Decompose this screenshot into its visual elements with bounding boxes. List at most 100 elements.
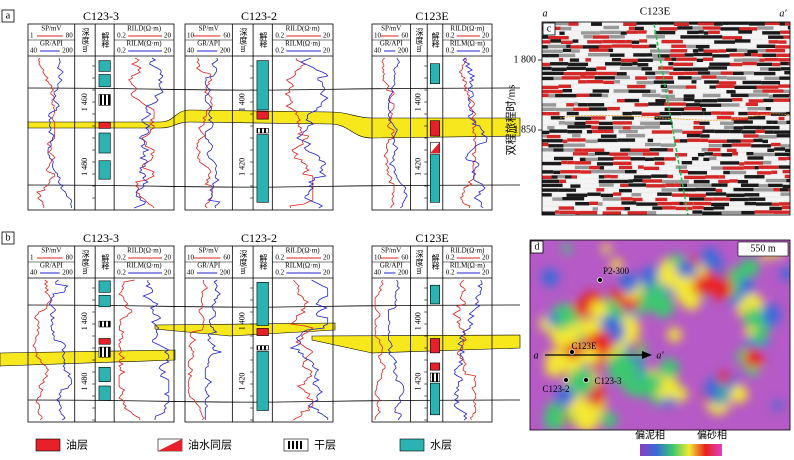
seismic-trace xyxy=(709,44,721,49)
seismic-trace xyxy=(679,201,684,206)
seismic-trace xyxy=(783,89,790,94)
seismic-trace xyxy=(764,130,774,134)
seismic-trace xyxy=(589,93,602,97)
seismic-trace xyxy=(628,26,635,31)
seismic-trace xyxy=(585,139,598,144)
seismic-trace xyxy=(744,52,752,57)
seismic-trace xyxy=(571,84,580,89)
seismic-trace xyxy=(585,143,603,147)
seismic-trace xyxy=(778,165,790,169)
seismic-trace xyxy=(582,129,587,134)
seismic-trace xyxy=(542,134,547,138)
seismic-trace xyxy=(648,160,655,165)
seismic-trace xyxy=(579,210,598,215)
seismic-trace xyxy=(606,67,620,71)
seismic-trace xyxy=(665,183,681,187)
map-blob xyxy=(717,370,731,384)
seismic-trace xyxy=(742,35,761,39)
label: 60 xyxy=(223,32,231,40)
seismic-trace xyxy=(614,80,621,84)
seismic-trace xyxy=(773,98,790,102)
label: 20 xyxy=(164,47,172,55)
seismic-trace xyxy=(561,40,573,44)
seismic-trace xyxy=(655,99,666,103)
seismic-trace xyxy=(720,71,733,75)
seismic-trace xyxy=(579,49,589,53)
seismic-trace xyxy=(572,152,589,156)
seismic-trace xyxy=(567,125,586,129)
seismic-trace xyxy=(653,139,675,143)
seismic-trace xyxy=(695,187,716,192)
seismic-trace xyxy=(616,134,627,139)
seismic-trace xyxy=(639,97,656,102)
seismic-trace xyxy=(708,30,720,34)
seismic-trace xyxy=(551,67,567,71)
seismic-trace xyxy=(702,26,721,30)
seismic-trace xyxy=(635,76,648,80)
label: 1 xyxy=(30,32,34,40)
label: 深度/m xyxy=(239,250,248,275)
seismic-trace xyxy=(736,48,748,53)
seismic-trace xyxy=(649,148,668,152)
seismic-trace xyxy=(720,148,727,152)
colorbar-label: 偏砂相 xyxy=(697,428,727,441)
seismic-trace xyxy=(549,129,568,133)
legend-icon xyxy=(288,441,304,449)
seismic-trace xyxy=(713,206,725,210)
seismic-trace xyxy=(571,49,580,53)
seismic-trace xyxy=(741,210,755,215)
seismic-trace xyxy=(652,166,660,171)
seismic-trace xyxy=(777,171,783,175)
map-blob xyxy=(679,266,691,279)
seismic-trace xyxy=(675,144,690,148)
seismic-trace xyxy=(716,75,727,80)
seismic-trace xyxy=(729,170,747,175)
map-blob xyxy=(568,397,590,418)
seismic-trace xyxy=(632,165,639,169)
seismic-trace xyxy=(596,66,607,70)
seismic-trace xyxy=(774,147,786,151)
map-blob xyxy=(543,409,566,430)
seismic-trace xyxy=(667,85,686,89)
label: GR/API xyxy=(40,40,64,48)
seismic-trace xyxy=(751,144,771,148)
seismic-trace xyxy=(617,99,625,103)
horizon xyxy=(559,113,790,121)
seismic-trace xyxy=(683,116,705,121)
seismic-trace xyxy=(560,80,579,84)
panel-label-box xyxy=(1,9,15,23)
seismic-trace xyxy=(743,165,755,170)
seismic-trace xyxy=(658,66,674,70)
seismic-trace xyxy=(613,156,631,160)
interp-block xyxy=(430,372,440,382)
seismic-trace xyxy=(709,120,721,124)
seismic-trace xyxy=(562,139,568,144)
seismic-trace xyxy=(726,90,736,94)
seismic-trace xyxy=(753,152,775,157)
seismic-trace xyxy=(578,112,597,117)
seismic-trace xyxy=(734,201,745,205)
seismic-trace xyxy=(689,197,705,201)
seismic-trace xyxy=(542,148,554,152)
seismic-trace xyxy=(613,89,629,93)
seismic-trace xyxy=(656,44,672,49)
seismic-trace xyxy=(774,152,790,157)
seismic-trace xyxy=(600,193,614,198)
seismic-trace xyxy=(700,103,722,107)
seismic-trace xyxy=(597,138,618,143)
seismic-trace xyxy=(584,198,603,202)
seismic-trace xyxy=(633,175,652,179)
seismic-trace xyxy=(699,121,710,125)
label: 20 xyxy=(164,269,172,277)
seismic-trace xyxy=(621,62,633,66)
seismic-trace xyxy=(607,106,620,111)
seismic-trace xyxy=(631,188,649,192)
depth-label: 1 420 xyxy=(414,158,423,176)
seismic-trace xyxy=(734,112,739,116)
seismic-trace xyxy=(708,66,728,70)
seismic-trace xyxy=(582,45,599,49)
seismic-trace xyxy=(558,188,577,192)
label: 200 xyxy=(398,269,409,277)
map-blob xyxy=(610,351,633,374)
seismic-trace xyxy=(654,161,665,166)
